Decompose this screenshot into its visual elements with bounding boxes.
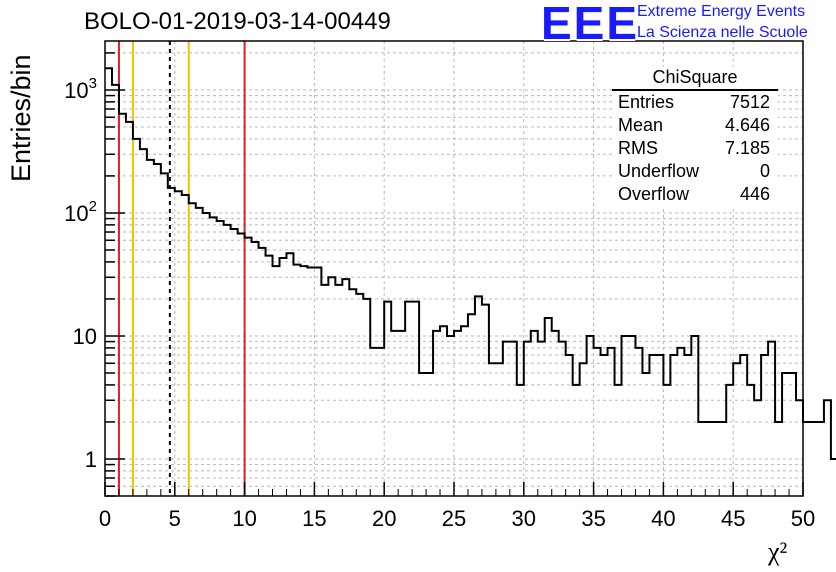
x-tick-label: 40 xyxy=(651,506,675,531)
stats-value: 7.185 xyxy=(724,138,770,158)
y-tick-label: 1 xyxy=(85,447,97,472)
stats-value: 4.646 xyxy=(724,115,770,135)
y-tick-label: 10 xyxy=(73,324,97,349)
stats-value: 0 xyxy=(759,161,770,181)
stats-value: 446 xyxy=(739,184,770,204)
stats-box-title: ChiSquare xyxy=(612,67,778,91)
x-tick-label: 30 xyxy=(512,506,536,531)
stats-label: Underflow xyxy=(618,161,700,181)
stats-row-overflow: Overflow 446 xyxy=(612,183,778,206)
stats-row-underflow: Underflow 0 xyxy=(612,160,778,183)
x-tick-label: 20 xyxy=(372,506,396,531)
axis-ticks xyxy=(104,52,804,497)
stats-label: RMS xyxy=(618,138,658,158)
x-tick-label: 10 xyxy=(232,506,256,531)
x-tick-label: 0 xyxy=(99,506,111,531)
x-tick-label: 50 xyxy=(791,506,815,531)
grid-lines xyxy=(105,41,803,497)
stats-value: 7512 xyxy=(729,92,770,112)
y-axis-label: Entries/bin xyxy=(6,54,36,182)
stats-label: Overflow xyxy=(618,184,690,204)
x-tick-label: 15 xyxy=(302,506,326,531)
y-tick-label: 102 xyxy=(64,198,97,226)
stats-label: Entries xyxy=(618,92,675,112)
eee-logo: EEE xyxy=(541,0,640,49)
stats-row-rms: RMS 7.185 xyxy=(612,137,778,160)
stats-label: Mean xyxy=(618,115,664,135)
logo-caption-line2: La Scienza nelle Scuole xyxy=(637,24,808,41)
x-tick-label: 45 xyxy=(721,506,745,531)
stats-box: ChiSquare Entries 7512 Mean 4.646 RMS 7.… xyxy=(612,67,778,206)
histogram-line xyxy=(105,67,836,460)
x-tick-label: 5 xyxy=(169,506,181,531)
axis-tick-labels: 0 5 10 15 20 25 30 35 40 45 50 1 10 102 103 xyxy=(64,75,815,531)
y-tick-label: 103 xyxy=(64,75,97,103)
x-tick-label: 25 xyxy=(442,506,466,531)
x-tick-label: 35 xyxy=(581,506,605,531)
chart-title: BOLO-01-2019-03-14-00449 xyxy=(84,8,391,35)
logo-caption-line1: Extreme Energy Events xyxy=(637,3,806,20)
reference-lines xyxy=(117,41,246,496)
stats-row-mean: Mean 4.646 xyxy=(612,114,778,137)
x-axis-label: χ² xyxy=(768,537,788,566)
stats-row-entries: Entries 7512 xyxy=(612,91,778,114)
